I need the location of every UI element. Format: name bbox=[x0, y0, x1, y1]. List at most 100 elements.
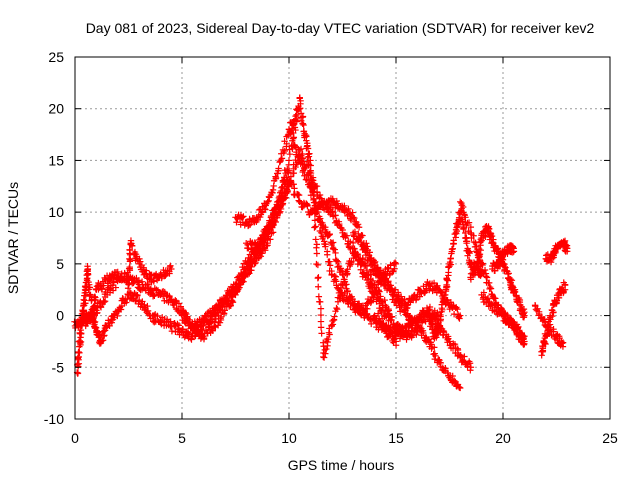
data-point-interp bbox=[77, 330, 84, 337]
data-point-interp bbox=[388, 316, 395, 324]
data-point-interp bbox=[404, 304, 411, 311]
data-point-interp bbox=[91, 303, 98, 310]
data-point-interp bbox=[262, 235, 269, 243]
data-point-interp bbox=[238, 214, 246, 221]
data-point-interp bbox=[286, 177, 294, 185]
data-point-interp bbox=[300, 128, 307, 135]
data-point-interp bbox=[321, 346, 329, 354]
data-point-interp bbox=[368, 298, 375, 305]
data-point-interp bbox=[311, 217, 319, 224]
data-point-interp bbox=[538, 352, 545, 359]
series-sat-q bbox=[542, 237, 571, 266]
data-point-interp bbox=[349, 209, 356, 216]
data-point-interp bbox=[100, 282, 107, 289]
data-point-interp bbox=[514, 326, 521, 334]
data-point-interp bbox=[316, 191, 324, 199]
data-point-interp bbox=[175, 322, 183, 329]
data-point bbox=[457, 198, 464, 205]
data-point-interp bbox=[167, 262, 174, 269]
data-point-interp bbox=[375, 296, 382, 303]
data-point-interp bbox=[274, 212, 281, 219]
data-point-interp bbox=[216, 319, 224, 326]
data-point bbox=[285, 167, 293, 174]
data-point-interp bbox=[82, 300, 89, 307]
data-point-interp bbox=[81, 297, 88, 304]
data-point-interp bbox=[343, 232, 351, 239]
data-point-interp bbox=[313, 183, 321, 190]
data-point-interp bbox=[247, 254, 255, 261]
data-point-interp bbox=[351, 228, 359, 235]
data-point-interp bbox=[486, 279, 493, 287]
data-point-interp bbox=[461, 211, 468, 218]
data-point bbox=[313, 250, 321, 257]
data-point-interp bbox=[363, 276, 371, 284]
data-point-interp bbox=[373, 284, 380, 291]
data-point-interp bbox=[374, 290, 382, 297]
series-sat-m bbox=[467, 222, 528, 321]
data-point-interp bbox=[412, 296, 420, 304]
data-point-interp bbox=[87, 316, 95, 323]
data-point-interp bbox=[550, 309, 557, 316]
data-point-interp bbox=[283, 140, 290, 147]
data-point-interp bbox=[314, 261, 322, 269]
series-sat-o bbox=[489, 242, 518, 274]
data-point-interp bbox=[197, 322, 205, 330]
data-point-interp bbox=[331, 246, 338, 253]
data-point-interp bbox=[451, 340, 459, 348]
data-point-interp bbox=[319, 233, 327, 241]
data-point-interp bbox=[260, 231, 267, 239]
data-point-interp bbox=[269, 186, 277, 194]
data-point-interp bbox=[497, 306, 505, 313]
data-point-interp bbox=[442, 365, 449, 372]
data-point-interp bbox=[419, 327, 427, 334]
data-point-interp bbox=[482, 270, 490, 277]
data-point-interp bbox=[390, 291, 397, 298]
data-point-interp bbox=[426, 306, 433, 313]
data-point-interp bbox=[192, 332, 199, 339]
data-point-interp bbox=[313, 260, 320, 268]
data-point-interp bbox=[220, 310, 228, 317]
data-point-interp bbox=[304, 170, 312, 178]
data-point-interp bbox=[547, 258, 555, 266]
data-point-interp bbox=[379, 304, 387, 311]
data-point-interp bbox=[541, 319, 549, 326]
series-sat-d bbox=[178, 177, 410, 332]
data-point-interp bbox=[292, 163, 299, 171]
data-point bbox=[457, 312, 464, 319]
data-point-interp bbox=[388, 285, 396, 293]
data-point-interp bbox=[86, 284, 94, 291]
data-point-interp bbox=[168, 327, 176, 335]
data-point-interp bbox=[481, 266, 489, 274]
series-sat-n bbox=[478, 289, 528, 348]
data-point-interp bbox=[240, 213, 247, 220]
data-point-interp bbox=[248, 263, 255, 271]
data-point-interp bbox=[484, 295, 492, 302]
data-point-interp bbox=[511, 289, 519, 296]
data-point-interp bbox=[108, 319, 115, 326]
x-tick-label: 20 bbox=[495, 430, 511, 446]
data-point-interp bbox=[277, 208, 284, 215]
data-point-interp bbox=[448, 248, 456, 255]
data-point-interp bbox=[281, 195, 289, 202]
data-point-interp bbox=[299, 168, 306, 176]
data-point bbox=[561, 281, 569, 288]
data-point-interp bbox=[168, 323, 175, 331]
data-point-interp bbox=[444, 333, 452, 340]
data-point-interp bbox=[333, 304, 340, 312]
data-point-interp bbox=[233, 219, 240, 226]
data-point-interp bbox=[345, 244, 353, 251]
data-point-interp bbox=[476, 251, 484, 258]
data-point-interp bbox=[299, 160, 306, 168]
data-point-interp bbox=[388, 313, 396, 321]
y-axis-label: SDTVAR / TECUs bbox=[5, 182, 21, 294]
data-point-interp bbox=[447, 261, 455, 268]
series-sat-p bbox=[531, 302, 567, 350]
y-tick-label: -10 bbox=[44, 411, 64, 427]
chart-title: Day 081 of 2023, Sidereal Day-to-day VTE… bbox=[86, 20, 595, 36]
data-point-interp bbox=[311, 210, 319, 217]
data-point-interp bbox=[112, 284, 119, 291]
data-point-interp bbox=[485, 225, 493, 233]
data-point-interp bbox=[314, 274, 322, 282]
x-tick-label: 10 bbox=[281, 430, 297, 446]
